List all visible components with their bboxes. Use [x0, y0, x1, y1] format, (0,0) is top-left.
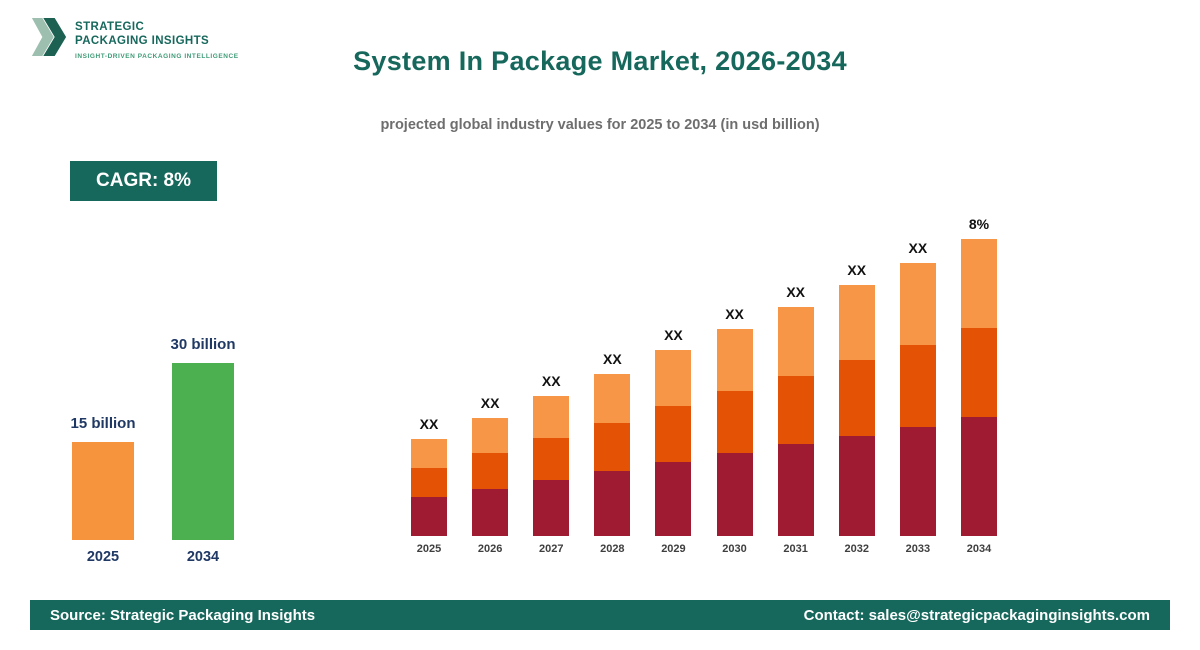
logo-chevrons-icon: [31, 18, 67, 56]
bar-value-label-2028: XX: [602, 351, 622, 367]
stacked-bar-2033: [899, 263, 936, 536]
segment-bottom-2027: [533, 480, 570, 536]
segment-bottom-2034: [960, 417, 997, 536]
page-subtitle: projected global industry values for 202…: [380, 117, 820, 133]
logo-name-line1: STRATEGIC: [75, 21, 145, 33]
segment-bottom-2032: [838, 435, 875, 536]
segment-top-2027: [533, 396, 570, 438]
stacked-bar-chart: XX 2025 XX 2026 XX 2027 XX 2028 XX 2029 XX 2030 XX 20…: [408, 198, 1000, 555]
bar-value-label-2026: XX: [480, 395, 500, 411]
bar-value-label-2030: XX: [725, 306, 744, 322]
mini-year-label-2034: 2034: [186, 549, 220, 565]
mini-bar-group-2025: 15 billion 2025: [70, 415, 136, 565]
segment-middle-2031: [777, 375, 814, 445]
segment-top-2028: [594, 374, 631, 423]
segment-top-2033: [899, 263, 936, 345]
stacked-bar-group-2032: XX 2032: [836, 262, 878, 555]
cagr-badge: CAGR: 8%: [70, 161, 218, 201]
bar-value-label-2032: XX: [847, 262, 867, 278]
mini-bar-2025: [72, 442, 134, 540]
bar-year-label-2027: 2027: [538, 543, 564, 555]
stacked-bar-2034: [960, 239, 997, 536]
stacked-bar-group-2030: XX 2030: [714, 306, 756, 555]
bar-value-label-2031: XX: [786, 284, 805, 300]
segment-middle-2029: [655, 405, 692, 462]
bar-year-label-2033: 2033: [905, 543, 931, 555]
segment-bottom-2029: [655, 461, 692, 536]
stacked-bar-2025: [411, 439, 447, 536]
stacked-bar-group-2031: XX 2031: [775, 284, 817, 555]
segment-bottom-2033: [899, 426, 936, 536]
mini-year-label-2025: 2025: [86, 549, 120, 565]
segment-top-2030: [716, 329, 753, 392]
bar-year-label-2030: 2030: [722, 543, 747, 555]
stacked-bar-group-2027: XX 2027: [530, 373, 572, 555]
stacked-bar-group-2033: XX 2033: [897, 240, 939, 555]
mini-value-label-2034: 30 billion: [170, 336, 236, 353]
stacked-bar-group-2034: 8% 2034: [958, 216, 1000, 555]
footer-source: Source: Strategic Packaging Insights: [50, 606, 316, 624]
segment-middle-2025: [411, 468, 447, 498]
stacked-bar-2027: [533, 396, 570, 536]
stacked-bar-2031: [777, 307, 814, 536]
segment-middle-2026: [472, 453, 509, 489]
mini-bar-group-2034: 30 billion 2034: [170, 336, 236, 565]
segment-top-2034: [960, 239, 997, 329]
segment-middle-2030: [716, 391, 753, 454]
bar-year-label-2028: 2028: [600, 543, 625, 555]
bar-year-label-2034: 2034: [966, 543, 992, 555]
stacked-bar-2029: [655, 350, 692, 536]
segment-middle-2032: [838, 360, 875, 436]
logo-tagline: INSIGHT-DRIVEN PACKAGING INTELLIGENCE: [75, 52, 239, 60]
logo-text: STRATEGIC PACKAGING INSIGHTS INSIGHT-DRI…: [75, 14, 239, 60]
footer-bar: Source: Strategic Packaging Insights Con…: [30, 600, 1170, 630]
bar-year-label-2032: 2032: [844, 543, 869, 555]
segment-top-2031: [777, 307, 814, 376]
segment-middle-2033: [899, 344, 936, 427]
segment-middle-2034: [960, 328, 997, 418]
comparison-mini-chart: 15 billion 2025 30 billion 2034: [70, 314, 236, 565]
stacked-bar-2026: [472, 418, 509, 536]
bar-value-label-2034: 8%: [968, 216, 990, 232]
logo: STRATEGIC PACKAGING INSIGHTS INSIGHT-DRI…: [30, 14, 239, 60]
segment-middle-2028: [594, 422, 631, 472]
bar-value-label-2025: XX: [419, 416, 439, 432]
segment-bottom-2028: [594, 471, 631, 536]
segment-top-2025: [411, 439, 447, 469]
footer-contact: Contact: sales@strategicpackaginginsight…: [803, 606, 1150, 624]
stacked-bar-2032: [838, 285, 875, 536]
bar-year-label-2025: 2025: [416, 543, 442, 555]
bar-value-label-2033: XX: [908, 240, 928, 256]
segment-middle-2027: [533, 438, 570, 480]
stacked-bar-2028: [594, 374, 631, 536]
bar-value-label-2029: XX: [664, 327, 683, 343]
bar-value-label-2027: XX: [541, 373, 561, 389]
segment-bottom-2026: [472, 488, 509, 536]
segment-top-2026: [472, 418, 509, 454]
stacked-bar-group-2025: XX 2025: [408, 416, 450, 555]
bar-year-label-2029: 2029: [661, 543, 686, 555]
segment-top-2032: [838, 285, 875, 361]
segment-bottom-2031: [777, 444, 814, 536]
mini-value-label-2025: 15 billion: [70, 415, 136, 432]
bar-year-label-2026: 2026: [477, 543, 503, 555]
page-title: System In Package Market, 2026-2034: [353, 46, 847, 76]
segment-bottom-2025: [411, 497, 447, 536]
segment-bottom-2030: [716, 453, 753, 536]
logo-name-line2: PACKAGING INSIGHTS: [75, 34, 210, 47]
mini-bar-2034: [172, 363, 234, 540]
bar-year-label-2031: 2031: [783, 543, 808, 555]
stacked-bar-group-2028: XX 2028: [591, 351, 633, 555]
stacked-bar-2030: [716, 329, 753, 536]
stacked-bar-group-2026: XX 2026: [469, 395, 511, 555]
stacked-bar-group-2029: XX 2029: [652, 327, 694, 555]
segment-top-2029: [655, 350, 692, 406]
